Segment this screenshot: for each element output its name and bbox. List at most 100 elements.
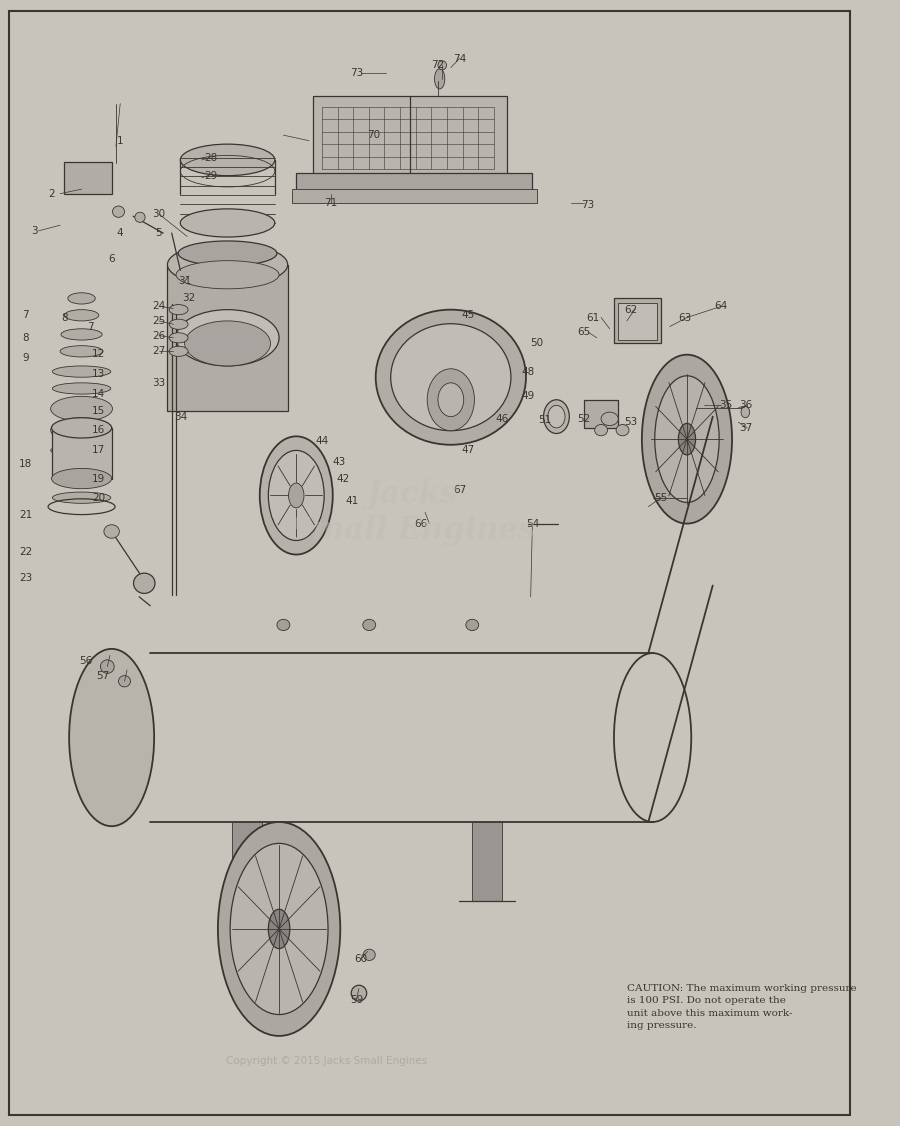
Ellipse shape [51,418,112,438]
Bar [472,822,502,901]
Ellipse shape [435,69,445,89]
Ellipse shape [351,985,366,1001]
Text: 57: 57 [96,671,110,680]
Text: 25: 25 [152,316,166,325]
Text: Jacks
Small Engines: Jacks Small Engines [290,479,535,546]
Text: 49: 49 [521,392,535,401]
Text: 30: 30 [152,209,166,218]
Ellipse shape [169,320,188,329]
Text: 60: 60 [354,955,367,964]
Text: 66: 66 [414,519,427,528]
Ellipse shape [180,144,274,176]
Text: 9: 9 [22,354,29,363]
Ellipse shape [101,660,114,673]
Text: 23: 23 [19,573,32,582]
Text: 5: 5 [156,229,162,238]
Text: 26: 26 [152,331,166,340]
Text: 54: 54 [526,519,539,528]
Ellipse shape [68,293,95,304]
Ellipse shape [260,436,333,554]
Text: 43: 43 [333,457,346,466]
Text: 14: 14 [92,390,105,399]
Ellipse shape [176,310,279,366]
Ellipse shape [364,949,375,960]
Ellipse shape [65,310,99,321]
Text: 3: 3 [31,226,38,235]
Ellipse shape [548,405,565,428]
Ellipse shape [438,61,446,70]
Ellipse shape [180,208,274,238]
Text: 46: 46 [496,414,509,423]
Text: 33: 33 [152,378,166,387]
Ellipse shape [60,346,103,357]
Text: 35: 35 [719,401,733,410]
Text: 72: 72 [431,61,445,70]
Text: 2: 2 [49,189,55,198]
Text: 50: 50 [530,339,544,348]
Ellipse shape [375,310,526,445]
Polygon shape [129,597,640,647]
Bar [584,400,618,428]
Text: Copyright © 2015 Jacks Small Engines: Copyright © 2015 Jacks Small Engines [226,1056,427,1065]
Bar [127,79,277,608]
Text: 8: 8 [61,313,68,322]
Ellipse shape [167,243,288,286]
Text: 37: 37 [739,423,752,432]
Ellipse shape [119,676,130,687]
Text: 70: 70 [367,131,380,140]
Text: 45: 45 [462,311,474,320]
Text: 7: 7 [87,322,94,331]
Text: 22: 22 [19,547,32,556]
Text: CAUTION: The maximum working pressure
is 100 PSI. Do not operate the
unit above : CAUTION: The maximum working pressure is… [627,984,857,1030]
Ellipse shape [65,468,99,477]
Text: 15: 15 [92,406,105,415]
Ellipse shape [50,445,112,456]
Text: 59: 59 [350,995,363,1004]
Text: 19: 19 [92,474,105,483]
Text: 71: 71 [324,198,338,207]
Text: 29: 29 [203,171,217,180]
Ellipse shape [178,241,277,266]
Text: 47: 47 [462,446,474,455]
Ellipse shape [218,822,340,1036]
Text: 1: 1 [117,136,123,145]
Text: 21: 21 [19,510,32,519]
Text: 73: 73 [581,200,595,209]
Text: 53: 53 [625,418,638,427]
Text: 7: 7 [22,311,29,320]
Text: 8: 8 [22,333,29,342]
Ellipse shape [133,573,155,593]
Text: 44: 44 [315,437,328,446]
Text: 62: 62 [625,305,638,314]
Ellipse shape [52,492,111,503]
Ellipse shape [52,383,111,394]
Text: 6: 6 [108,254,115,263]
Ellipse shape [268,450,324,540]
Ellipse shape [616,425,629,436]
Ellipse shape [112,206,124,217]
Bar [292,189,536,203]
Text: 61: 61 [586,313,599,322]
Bar [614,298,662,343]
Ellipse shape [51,468,112,489]
Ellipse shape [289,483,304,508]
Text: 13: 13 [92,369,105,378]
Ellipse shape [428,368,474,431]
Text: 18: 18 [19,459,32,468]
Text: 20: 20 [92,493,105,502]
Ellipse shape [601,412,618,426]
Ellipse shape [544,400,570,434]
Bar [296,173,533,194]
Text: 52: 52 [577,414,590,423]
Bar [618,303,657,340]
Ellipse shape [50,418,112,443]
Ellipse shape [52,366,111,377]
Ellipse shape [466,619,479,631]
Text: 24: 24 [152,302,166,311]
Ellipse shape [595,425,608,436]
Text: 17: 17 [92,446,105,455]
Ellipse shape [176,260,279,289]
Bar [51,428,112,479]
Text: 55: 55 [654,493,668,502]
Ellipse shape [69,649,154,826]
